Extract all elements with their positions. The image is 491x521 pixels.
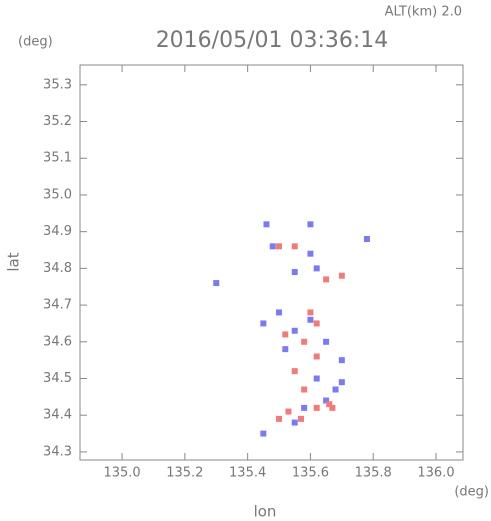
echo-cell xyxy=(338,357,345,364)
echo-cell xyxy=(291,419,298,426)
y-tick-label: 34.4 xyxy=(43,408,72,423)
echo-cell xyxy=(276,309,283,316)
echo-cell xyxy=(307,250,314,257)
y-tick-label: 34.7 xyxy=(43,298,72,313)
y-tick-label: 34.5 xyxy=(43,371,72,386)
echo-cell xyxy=(285,408,292,415)
x-unit: (deg) xyxy=(454,485,489,500)
echo-cell xyxy=(263,221,270,228)
echo-cell xyxy=(323,276,330,283)
echo-cell xyxy=(307,309,314,316)
echo-cell xyxy=(313,265,320,272)
echo-cell xyxy=(323,397,330,404)
x-tick-label: 135.6 xyxy=(292,466,329,481)
x-tick-label: 135.0 xyxy=(103,466,140,481)
y-tick-label: 34.9 xyxy=(43,224,72,239)
echo-cell xyxy=(363,236,370,243)
echo-cell xyxy=(291,269,298,276)
echo-cell xyxy=(269,243,276,250)
echo-cell xyxy=(313,375,320,382)
echo-cell xyxy=(213,280,220,287)
y-unit: (deg) xyxy=(18,35,53,50)
echo-cell xyxy=(313,320,320,327)
echo-cell xyxy=(329,404,336,411)
y-tick-label: 35.1 xyxy=(43,151,72,166)
echo-cell xyxy=(260,430,267,437)
echo-cell xyxy=(301,404,308,411)
echo-cell xyxy=(313,404,320,411)
x-tick-label: 135.2 xyxy=(166,466,203,481)
plot-frame xyxy=(79,64,464,461)
y-tick-label: 34.6 xyxy=(43,334,72,349)
echo-cell xyxy=(326,401,333,408)
x-tick-label: 136.0 xyxy=(417,466,454,481)
y-tick-label: 34.8 xyxy=(43,261,72,276)
echo-cell xyxy=(301,386,308,393)
echo-cell xyxy=(276,243,283,250)
y-tick-label: 35.0 xyxy=(43,187,72,202)
chart-title: 2016/05/01 03:36:14 xyxy=(156,28,389,53)
echo-cell xyxy=(291,327,298,334)
x-tick-label: 135.4 xyxy=(229,466,266,481)
echo-cell xyxy=(307,221,314,228)
y-tick-label: 34.3 xyxy=(43,444,72,459)
echo-cell xyxy=(291,368,298,375)
echo-cell xyxy=(301,338,308,345)
x-tick-label: 135.8 xyxy=(355,466,392,481)
echo-cell xyxy=(338,379,345,386)
echo-cell xyxy=(323,338,330,345)
echo-cell xyxy=(282,331,289,338)
echo-cell xyxy=(298,415,305,422)
echo-cell xyxy=(332,386,339,393)
x-axis-label: lon xyxy=(254,503,277,521)
echo-cell xyxy=(291,243,298,250)
echo-cell xyxy=(307,316,314,323)
y-tick-label: 35.3 xyxy=(43,77,72,92)
echo-cell xyxy=(338,272,345,279)
echo-cell xyxy=(260,320,267,327)
y-axis-label: lat xyxy=(5,252,23,271)
altitude-label: ALT(km) 2.0 xyxy=(385,5,462,20)
y-tick-label: 35.2 xyxy=(43,114,72,129)
echo-cell xyxy=(276,415,283,422)
echo-cell xyxy=(282,346,289,353)
echo-cell xyxy=(313,353,320,360)
